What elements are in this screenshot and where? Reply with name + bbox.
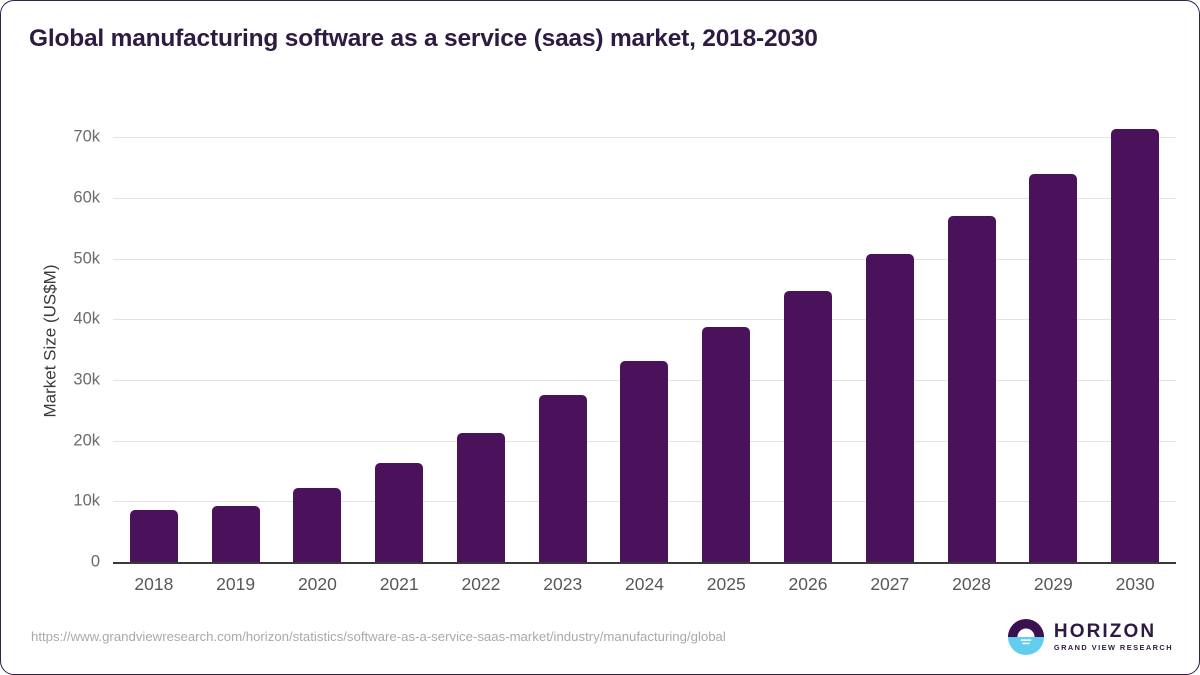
logo-name: HORIZON — [1053, 620, 1157, 642]
chart-title: Global manufacturing software as a servi… — [29, 25, 818, 52]
bar[interactable] — [211, 505, 260, 562]
bar-group[interactable]: 2020 — [277, 119, 359, 594]
bar[interactable] — [702, 326, 751, 562]
x-tick-label: 2028 — [952, 574, 992, 594]
x-tick-label: 2026 — [788, 574, 828, 594]
y-tick-label: 10k — [73, 491, 100, 510]
y-tick-label: 70k — [73, 127, 100, 146]
y-axis-title-label: Market Size (US$M) — [41, 263, 60, 418]
x-tick-label: 2025 — [706, 574, 746, 594]
x-tick-label: 2029 — [1033, 574, 1073, 594]
y-tick-label: 20k — [73, 431, 100, 450]
bar-group[interactable]: 2021 — [358, 119, 440, 594]
y-tick-label: 0 — [90, 552, 100, 571]
horizon-logo: HORIZON GRAND VIEW RESEARCH — [1007, 618, 1173, 656]
y-tick-label: 30k — [73, 370, 100, 389]
bar[interactable] — [947, 216, 996, 562]
y-axis-title: Market Size (US$M) — [39, 119, 63, 562]
gridline — [113, 197, 1176, 199]
bar[interactable] — [538, 395, 587, 562]
x-axis-line — [113, 562, 1176, 564]
x-tick-label: 2021 — [379, 574, 419, 594]
x-tick-label: 2018 — [134, 574, 174, 594]
bar[interactable] — [865, 254, 914, 562]
bar[interactable] — [375, 463, 424, 562]
horizon-logo-icon — [1007, 618, 1044, 656]
y-tick-label: 60k — [73, 188, 100, 207]
bar[interactable] — [456, 432, 505, 562]
bar-group[interactable]: 2025 — [685, 119, 767, 594]
x-tick-label: 2024 — [625, 574, 664, 594]
bar-group[interactable]: 2027 — [849, 119, 931, 594]
x-tick-label: 2022 — [461, 574, 501, 594]
plot-area: 0 10k 20k 30k 40k 50k 60k 70k 2018 2019 2020 2021 2… — [73, 119, 1176, 594]
bar-group[interactable]: 2029 — [1012, 119, 1094, 594]
x-tick-label: 2027 — [870, 574, 910, 594]
bar-series: 2018 2019 2020 2021 2022 2023 2024 2025 2026 2027… — [113, 119, 1176, 594]
y-tick-label: 40k — [73, 309, 100, 328]
bar-group[interactable]: 2018 — [113, 119, 195, 594]
bar[interactable] — [784, 290, 833, 562]
gridline — [113, 319, 1176, 321]
bar[interactable] — [1111, 128, 1160, 562]
logo-subtitle: GRAND VIEW RESEARCH — [1053, 642, 1173, 652]
bar[interactable] — [293, 487, 342, 562]
bar-group[interactable]: 2023 — [522, 119, 604, 594]
x-tick-label: 2020 — [297, 574, 337, 594]
bar[interactable] — [129, 510, 178, 562]
bar[interactable] — [1029, 174, 1078, 562]
bar-group[interactable]: 2028 — [931, 119, 1013, 594]
bar[interactable] — [620, 361, 669, 562]
bar-group[interactable]: 2026 — [767, 119, 849, 594]
x-tick-label: 2019 — [216, 574, 256, 594]
gridline — [113, 137, 1176, 139]
bar-group[interactable]: 2030 — [1094, 119, 1176, 594]
horizon-logo-text: HORIZON GRAND VIEW RESEARCH — [1053, 620, 1173, 653]
source-url[interactable]: https://www.grandviewresearch.com/horizo… — [31, 629, 726, 644]
y-tick-label: 50k — [73, 249, 100, 268]
bar-group[interactable]: 2024 — [604, 119, 686, 594]
gridline — [113, 258, 1176, 260]
x-tick-label: 2023 — [543, 574, 583, 594]
bar-group[interactable]: 2022 — [440, 119, 522, 594]
bar-group[interactable]: 2019 — [195, 119, 277, 594]
x-tick-label: 2030 — [1115, 574, 1155, 594]
